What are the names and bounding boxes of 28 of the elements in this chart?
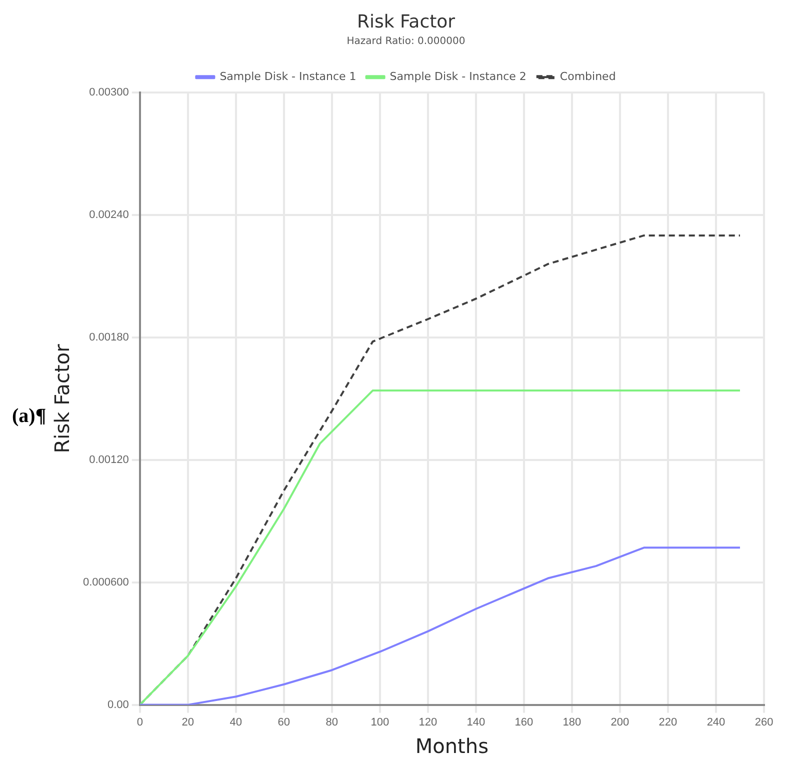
x-tick-label: 80 — [326, 716, 338, 728]
x-tick-label: 220 — [658, 716, 678, 728]
text: (a)¶ — [12, 405, 46, 428]
x-tick-label: 180 — [562, 716, 582, 728]
x-tick-label: 140 — [466, 716, 486, 728]
y-tick-label: 0.00 — [107, 698, 129, 711]
y-tick-label: 0.00240 — [89, 209, 129, 222]
x-axis-title: Months — [415, 734, 488, 758]
legend-label: Sample Disk - Instance 1 — [220, 70, 356, 83]
x-tick-label: 20 — [182, 716, 194, 728]
x-tick-label: 160 — [514, 716, 534, 728]
y-tick-label: 0.00120 — [89, 454, 129, 466]
x-tick-label: 120 — [418, 716, 438, 728]
x-tick-label: 60 — [278, 716, 290, 728]
x-tick-label: 40 — [230, 716, 242, 728]
y-tick-label: 0.00300 — [89, 86, 129, 99]
y-axis-title: Risk Factor — [50, 343, 74, 454]
legend-label: Combined — [560, 70, 616, 83]
chart-subtitle: Hazard Ratio: 0.000000 — [346, 36, 466, 48]
chart-title: Risk Factor — [356, 11, 456, 32]
legend-label: Sample Disk - Instance 2 — [390, 70, 526, 83]
x-tick-label: 0 — [136, 716, 143, 728]
y-tick-label: 0.00180 — [89, 332, 129, 344]
x-tick-label: 200 — [610, 716, 630, 728]
x-tick-label: 240 — [706, 716, 726, 728]
x-tick-label: 260 — [754, 716, 774, 728]
x-tick-label: 100 — [370, 716, 390, 728]
y-tick-label: 0.000600 — [82, 576, 129, 588]
